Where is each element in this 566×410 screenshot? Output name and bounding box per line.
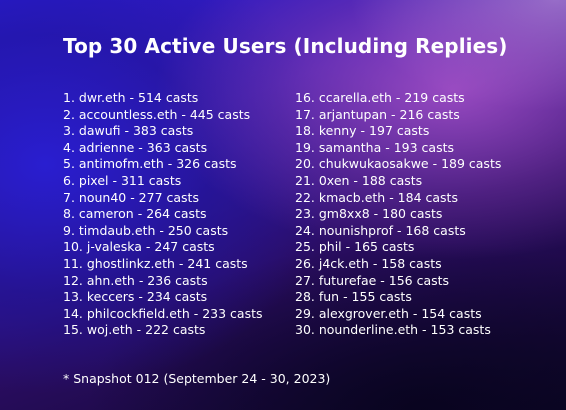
- list-item: 30. nounderline.eth - 153 casts: [295, 322, 491, 338]
- list-item: 16. ccarella.eth - 219 casts: [295, 90, 465, 105]
- list-item: 17. arjantupan - 216 casts: [295, 106, 460, 122]
- list-item: 6. pixel - 311 casts: [63, 172, 182, 188]
- list-item: 28. fun - 155 casts: [295, 289, 412, 305]
- list-item: 3. dawufi - 383 casts: [63, 123, 194, 139]
- user-list-left-column: 1. dwr.eth - 514 casts 2. accountless.et…: [63, 90, 263, 339]
- list-item: 26. j4ck.eth - 158 casts: [295, 255, 442, 271]
- list-item: 21. 0xen - 188 casts: [295, 172, 423, 188]
- list-item: 27. futurefae - 156 casts: [295, 272, 450, 288]
- list-item: 10. j-valeska - 247 casts: [63, 239, 215, 255]
- list-item: 13. keccers - 234 casts: [63, 289, 208, 305]
- list-item: 4. adrienne - 363 casts: [63, 139, 208, 155]
- list-item: 11. ghostlinkz.eth - 241 casts: [63, 255, 248, 271]
- list-item: 12. ahn.eth - 236 casts: [63, 272, 208, 288]
- user-list-right-column: 16. ccarella.eth - 219 casts 17. arjantu…: [295, 90, 501, 339]
- list-item: 5. antimofm.eth - 326 casts: [63, 156, 237, 172]
- list-item: 14. philcockfield.eth - 233 casts: [63, 305, 263, 321]
- list-item: 19. samantha - 193 casts: [295, 139, 455, 155]
- list-item: 7. noun40 - 277 casts: [63, 189, 199, 205]
- snapshot-footnote: * Snapshot 012 (September 24 - 30, 2023): [63, 371, 331, 386]
- list-item: 1. dwr.eth - 514 casts: [63, 90, 199, 105]
- page-title: Top 30 Active Users (Including Replies): [63, 34, 508, 58]
- list-item: 24. nounishprof - 168 casts: [295, 222, 466, 238]
- list-item: 25. phil - 165 casts: [295, 239, 415, 255]
- list-item: 23. gm8xx8 - 180 casts: [295, 206, 443, 222]
- list-item: 29. alexgrover.eth - 154 casts: [295, 305, 482, 321]
- list-item: 2. accountless.eth - 445 casts: [63, 106, 251, 122]
- list-item: 15. woj.eth - 222 casts: [63, 322, 206, 338]
- list-item: 9. timdaub.eth - 250 casts: [63, 222, 229, 238]
- list-item: 18. kenny - 197 casts: [295, 123, 430, 139]
- list-item: 22. kmacb.eth - 184 casts: [295, 189, 458, 205]
- list-item: 20. chukwukaosakwe - 189 casts: [295, 156, 502, 172]
- list-item: 8. cameron - 264 casts: [63, 206, 207, 222]
